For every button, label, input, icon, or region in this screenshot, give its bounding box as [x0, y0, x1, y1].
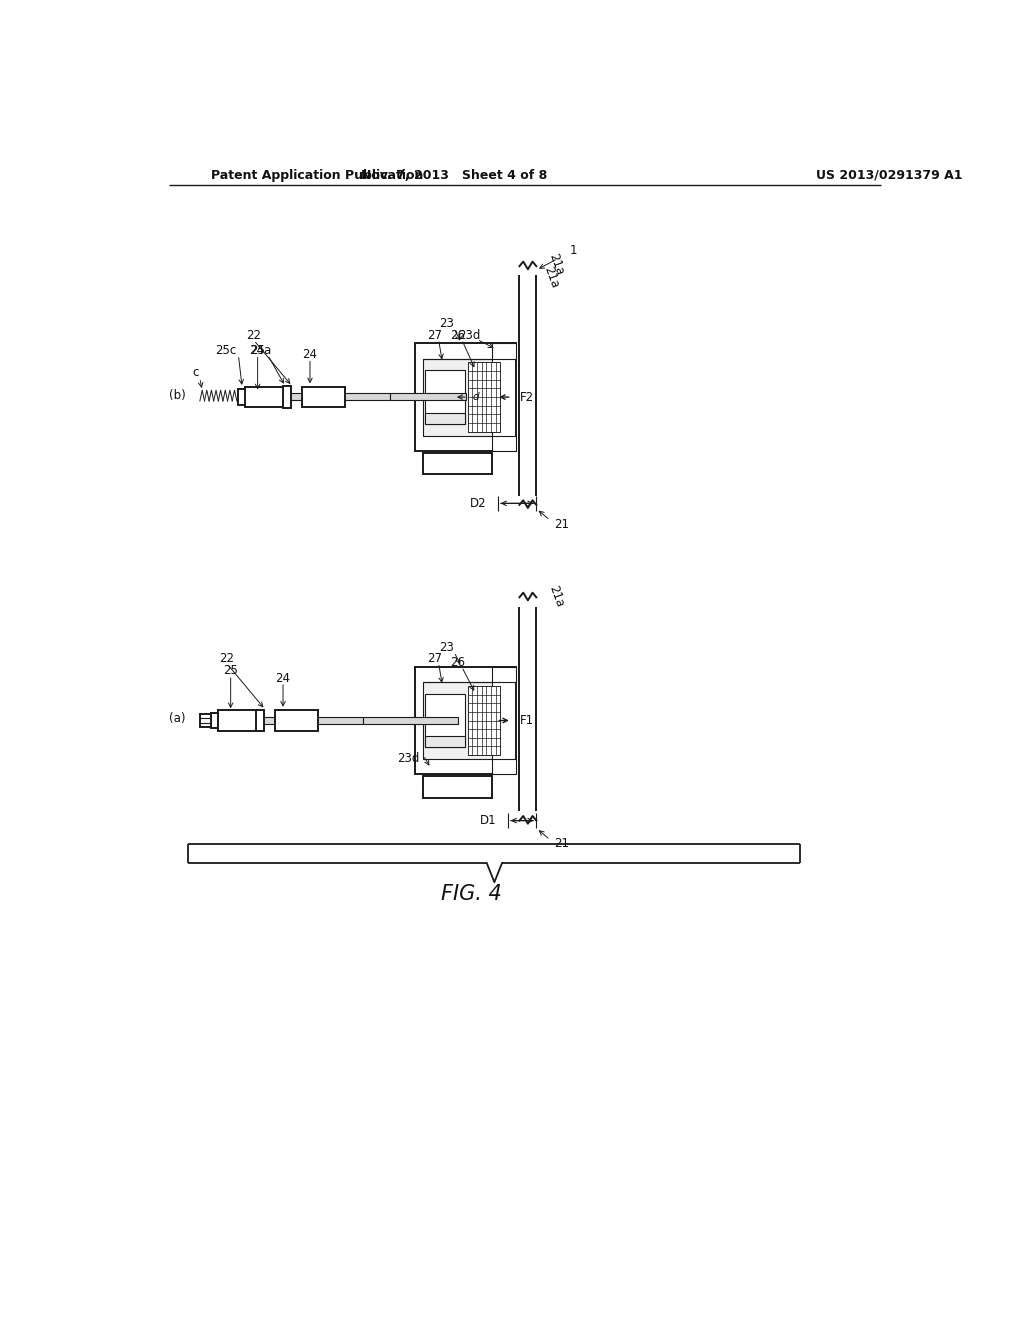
Bar	[256, 710, 264, 731]
Text: 22: 22	[246, 329, 261, 342]
Text: 27: 27	[427, 329, 442, 342]
Bar	[423, 776, 493, 797]
Text: 24a: 24a	[249, 345, 271, 358]
Bar	[423, 682, 493, 759]
Text: D1: D1	[479, 814, 497, 828]
Bar	[200, 714, 211, 726]
Text: 24: 24	[302, 348, 317, 362]
Bar	[425, 693, 465, 747]
Text: 26: 26	[451, 329, 465, 342]
Bar	[302, 387, 345, 407]
Bar	[493, 436, 515, 451]
Bar	[217, 710, 260, 730]
Text: 1: 1	[569, 244, 577, 257]
Bar	[493, 759, 515, 775]
Text: D2: D2	[470, 496, 486, 510]
Text: 21a: 21a	[541, 265, 561, 290]
Text: 25: 25	[250, 345, 265, 358]
Text: 21a: 21a	[547, 252, 566, 277]
Bar	[416, 343, 515, 451]
Bar	[364, 717, 458, 723]
Text: 21: 21	[554, 837, 569, 850]
Text: Nov. 7, 2013   Sheet 4 of 8: Nov. 7, 2013 Sheet 4 of 8	[360, 169, 547, 182]
Bar	[493, 343, 515, 359]
Bar	[390, 393, 466, 400]
Text: US 2013/0291379 A1: US 2013/0291379 A1	[816, 169, 963, 182]
Text: 26: 26	[451, 656, 465, 669]
Bar	[423, 453, 493, 474]
Text: (a): (a)	[170, 713, 186, 726]
Text: 23d: 23d	[458, 329, 480, 342]
Text: 24: 24	[275, 672, 291, 685]
Text: 23: 23	[439, 317, 454, 330]
Text: 23d: 23d	[397, 752, 419, 766]
Bar	[423, 359, 493, 436]
Bar	[245, 387, 287, 407]
Bar	[416, 667, 515, 775]
Text: 25c: 25c	[216, 345, 237, 358]
Bar	[283, 387, 291, 408]
Text: d: d	[472, 392, 479, 403]
Text: F2: F2	[519, 391, 534, 404]
Bar	[468, 686, 500, 755]
Text: 21a: 21a	[547, 583, 566, 609]
Bar	[275, 710, 317, 730]
Text: 25: 25	[223, 664, 239, 677]
Text: 21: 21	[554, 517, 569, 531]
Bar	[425, 737, 465, 747]
Bar	[425, 370, 465, 424]
Text: 23: 23	[439, 640, 454, 653]
Text: 27: 27	[427, 652, 442, 665]
Text: c: c	[193, 366, 200, 379]
Text: (b): (b)	[169, 389, 186, 403]
Bar	[239, 389, 248, 405]
Bar	[211, 713, 220, 729]
Text: FIG. 4: FIG. 4	[441, 884, 502, 904]
Text: 22: 22	[219, 652, 234, 665]
Bar	[248, 393, 390, 400]
Bar	[493, 667, 515, 682]
Text: Patent Application Publication: Patent Application Publication	[211, 169, 424, 182]
Bar	[425, 413, 465, 424]
Text: F1: F1	[519, 714, 534, 727]
Bar	[220, 717, 364, 723]
Bar	[468, 363, 500, 432]
